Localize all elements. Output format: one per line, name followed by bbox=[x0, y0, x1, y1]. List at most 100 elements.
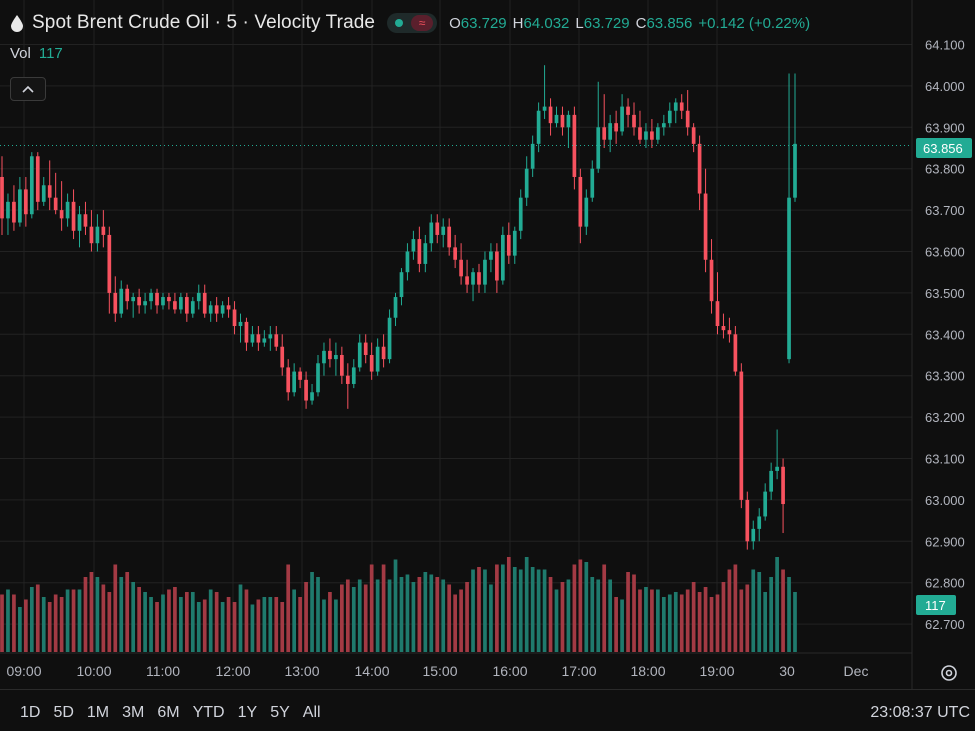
candle-body bbox=[268, 334, 273, 339]
price-tick-label: 63.600 bbox=[925, 245, 965, 260]
volume-bar bbox=[65, 589, 70, 652]
candle-body bbox=[143, 301, 147, 306]
settings-icon[interactable] bbox=[939, 663, 959, 683]
candle-body bbox=[733, 334, 738, 372]
volume-bar bbox=[119, 577, 124, 652]
candle-body bbox=[89, 226, 94, 244]
range-button-ytd[interactable]: YTD bbox=[192, 704, 225, 721]
range-button-6m[interactable]: 6M bbox=[157, 704, 180, 721]
candle-body bbox=[644, 131, 648, 140]
time-tick-label: 19:00 bbox=[699, 663, 734, 679]
volume-bar bbox=[369, 564, 374, 652]
volume-bar bbox=[220, 602, 225, 652]
candle-body bbox=[661, 123, 666, 128]
volume-bar bbox=[429, 574, 434, 652]
candle-body bbox=[745, 499, 750, 542]
candle-body bbox=[214, 305, 219, 314]
time-tick-label: 30 bbox=[779, 663, 795, 679]
volume-bar bbox=[131, 582, 136, 652]
range-button-1y[interactable]: 1Y bbox=[237, 704, 258, 721]
volume-bar bbox=[685, 589, 690, 652]
candle-body bbox=[530, 143, 535, 169]
volume-bar bbox=[566, 579, 571, 652]
candle-body bbox=[292, 371, 297, 393]
volume-bar bbox=[268, 597, 273, 652]
volume-bar bbox=[417, 577, 422, 652]
candle-body bbox=[280, 346, 285, 368]
candle-body bbox=[220, 305, 225, 314]
volume-bar bbox=[536, 569, 541, 652]
volume-bar bbox=[184, 592, 189, 652]
candle-body bbox=[423, 243, 428, 264]
candle-body bbox=[590, 168, 595, 198]
candle-body bbox=[298, 371, 302, 380]
volume-bar bbox=[739, 589, 744, 652]
candle-body bbox=[787, 197, 791, 360]
volume-bar bbox=[638, 589, 642, 652]
candle-body bbox=[322, 350, 326, 364]
volume-bar bbox=[608, 579, 613, 652]
time-axis[interactable]: 09:00 10:00 11:00 12:00 13:00 14:00 15:00 16:00… bbox=[6, 663, 868, 679]
collapse-legend-button[interactable] bbox=[10, 77, 46, 101]
price-change: +0.142 (+0.22%) bbox=[698, 14, 811, 32]
volume-bar bbox=[226, 597, 231, 652]
candle-body bbox=[614, 123, 618, 132]
volume-bar bbox=[518, 569, 523, 652]
candle-body bbox=[250, 334, 255, 343]
volume-bar bbox=[471, 569, 475, 652]
candle-body bbox=[286, 367, 291, 393]
volume-bar bbox=[232, 602, 237, 652]
candle-body bbox=[679, 102, 684, 111]
time-tick-label: 09:00 bbox=[6, 663, 41, 679]
ohlc-low: L63.729 bbox=[575, 14, 630, 32]
volume-bar bbox=[590, 577, 595, 652]
candle-body bbox=[244, 321, 249, 343]
candle-body bbox=[113, 292, 118, 314]
candle-body bbox=[18, 189, 22, 223]
market-status-pill[interactable]: ≈ bbox=[387, 13, 438, 33]
price-tick-label: 63.100 bbox=[925, 452, 965, 467]
candle-body bbox=[650, 131, 654, 140]
candle-body bbox=[304, 379, 308, 401]
candle-body bbox=[0, 176, 4, 219]
volume-bar bbox=[95, 577, 100, 652]
volume-bar bbox=[59, 597, 64, 652]
volume-bar bbox=[310, 572, 314, 652]
range-button-5d[interactable]: 5D bbox=[53, 704, 74, 721]
candle-body bbox=[77, 214, 82, 231]
volume-bar bbox=[6, 589, 10, 652]
volume-bar bbox=[208, 589, 213, 652]
range-button-3m[interactable]: 3M bbox=[122, 704, 145, 721]
chevron-up-icon bbox=[22, 85, 34, 93]
volume-bar bbox=[375, 579, 380, 652]
time-tick-label: 11:00 bbox=[146, 663, 180, 679]
time-tick-label: 12:00 bbox=[215, 663, 250, 679]
candle-body bbox=[769, 470, 773, 492]
price-tick-label: 63.400 bbox=[925, 327, 965, 342]
volume-bar bbox=[506, 557, 511, 652]
candle-body bbox=[274, 334, 279, 347]
candle-body bbox=[685, 110, 690, 128]
range-button-5y[interactable]: 5Y bbox=[270, 704, 290, 721]
candle-body bbox=[47, 185, 52, 198]
current-volume-tag bbox=[916, 595, 956, 615]
volume-bar bbox=[351, 587, 356, 652]
candle-body bbox=[328, 350, 332, 360]
candle-body bbox=[12, 201, 16, 223]
candle-body bbox=[6, 201, 10, 219]
range-button-1m[interactable]: 1M bbox=[86, 704, 110, 721]
candle-body bbox=[399, 272, 404, 298]
volume-bar bbox=[113, 564, 118, 652]
range-button-1d[interactable]: 1D bbox=[20, 704, 41, 721]
volume-bar bbox=[161, 594, 165, 652]
range-button-all[interactable]: All bbox=[302, 704, 321, 721]
candle-body bbox=[775, 466, 779, 471]
candle-body bbox=[65, 201, 70, 219]
symbol-title[interactable]: Spot Brent Crude Oil · 5 · Velocity Trad… bbox=[32, 12, 376, 33]
volume-bar bbox=[137, 587, 141, 652]
utc-clock[interactable]: 23:08:37 UTC bbox=[870, 704, 970, 721]
volume-bar bbox=[405, 574, 410, 652]
volume-bar bbox=[584, 562, 589, 652]
price-axis[interactable]: 64.100 64.000 63.900 63.800 63.700 63.600 63.5… bbox=[925, 38, 965, 633]
